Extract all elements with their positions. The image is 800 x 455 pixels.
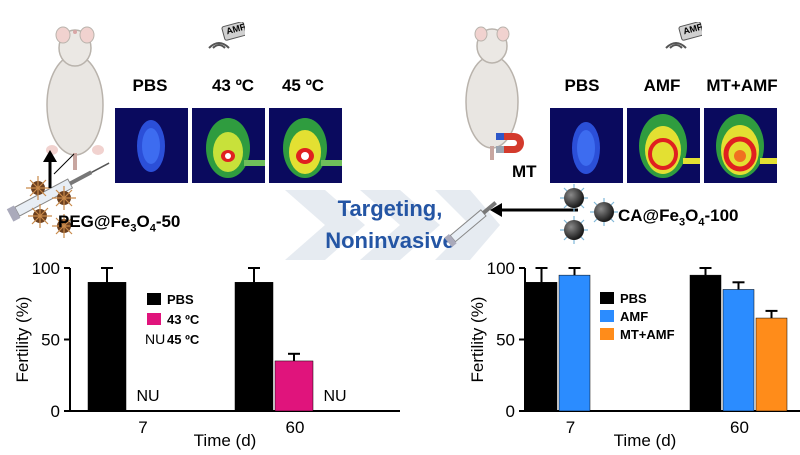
y-tick-label: 50 (41, 331, 60, 350)
legend-prefix: NU (145, 331, 165, 347)
legend-label: 43 ºC (167, 312, 200, 327)
bar-mt-amf-60 (755, 317, 788, 412)
thermal-image-mt-amf (704, 108, 777, 183)
left-illustration: AMF PBS 43 ºC 45 ºC (0, 0, 342, 250)
x-axis-label: Time (d) (614, 431, 677, 450)
y-tick-label: 0 (51, 402, 60, 421)
x-tick-label: 7 (566, 418, 575, 437)
thermal-label-pbs: PBS (132, 76, 168, 95)
bar-pbs-7 (87, 282, 127, 412)
legend-swatch (600, 310, 614, 322)
bar-43-c-60 (274, 360, 314, 412)
particle-label-left-suffix: -50 (155, 212, 181, 231)
magnet-icon (496, 133, 524, 153)
y-tick-label: 100 (487, 259, 515, 278)
thermal-image-45 (269, 108, 342, 183)
particle-label-right: CA@Fe3O4-100 (618, 206, 739, 228)
syringe-left-icon (6, 162, 110, 222)
not-used-label: NU (136, 388, 159, 405)
center-chevrons (285, 190, 500, 260)
legend-label: MT+AMF (620, 327, 675, 342)
bar-pbs-7 (525, 282, 558, 412)
not-used-label: NU (323, 388, 346, 405)
y-tick-label: 100 (32, 259, 60, 278)
amf-field-icon-right: AMF (662, 21, 704, 54)
magnet-label: MT (512, 162, 537, 181)
legend-label: PBS (167, 292, 194, 307)
thermal-label-pbs-right: PBS (564, 76, 600, 95)
y-axis-label: Fertility (%) (468, 297, 487, 383)
mouse-left-image (46, 26, 104, 170)
arrow-up-left (43, 150, 75, 188)
thermal-image-amf (627, 108, 700, 183)
particle-label-left-mid: O (136, 212, 150, 231)
particle-label-right-sub2: 4 (698, 216, 705, 229)
x-tick-label: 7 (138, 418, 147, 437)
thermal-label-mt-amf: MT+AMF (706, 76, 778, 95)
amf-field-icon: AMF (205, 21, 247, 54)
particle-label-right-suffix: -100 (704, 206, 739, 225)
legend-swatch (147, 293, 161, 305)
legend-label: 45 ºC (167, 332, 200, 347)
center-label-line1: Targeting, (337, 196, 443, 221)
thermal-image-pbs (115, 108, 188, 183)
x-axis-label: Time (d) (194, 431, 257, 450)
bar-amf-7 (558, 274, 591, 412)
legend-swatch (600, 292, 614, 304)
particle-label-left-prefix: PEG@Fe (58, 212, 131, 231)
thermal-label-45: 45 ºC (281, 76, 325, 95)
particle-label-right-prefix: CA@Fe (618, 206, 679, 225)
y-axis-label: Fertility (%) (13, 297, 32, 383)
legend-label: AMF (620, 309, 648, 324)
thermal-image-43 (192, 108, 265, 183)
legend-label: PBS (620, 291, 647, 306)
particle-label-left-sub1: 3 (130, 222, 137, 235)
particle-label-left-sub2: 4 (149, 222, 156, 235)
legend-swatch (147, 313, 161, 325)
y-tick-label: 0 (506, 402, 515, 421)
particle-cluster-left (26, 176, 76, 238)
right-illustration: MT AMF PBS AMF MT+AMF (440, 0, 800, 250)
bar-pbs-60 (689, 274, 722, 412)
mouse-right-image (465, 26, 519, 160)
arrow-left-right-panel (490, 203, 578, 217)
center-label-line2: Noninvasive (325, 228, 455, 253)
thermal-image-pbs-right (550, 108, 623, 183)
particle-cluster-right (560, 184, 618, 244)
thermal-label-amf: AMF (643, 76, 681, 95)
bar-pbs-60 (234, 282, 274, 412)
syringe-right-icon (444, 201, 497, 248)
legend-swatch (600, 328, 614, 340)
particle-label-right-mid: O (685, 206, 699, 225)
x-tick-label: 60 (286, 418, 305, 437)
y-tick-label: 50 (496, 331, 515, 350)
particle-label-left: PEG@Fe3O4-50 (58, 212, 180, 234)
bar-amf-60 (722, 289, 755, 412)
particle-label-right-sub1: 3 (678, 216, 686, 229)
thermal-label-43: 43 ºC (211, 76, 255, 95)
x-tick-label: 60 (730, 418, 749, 437)
